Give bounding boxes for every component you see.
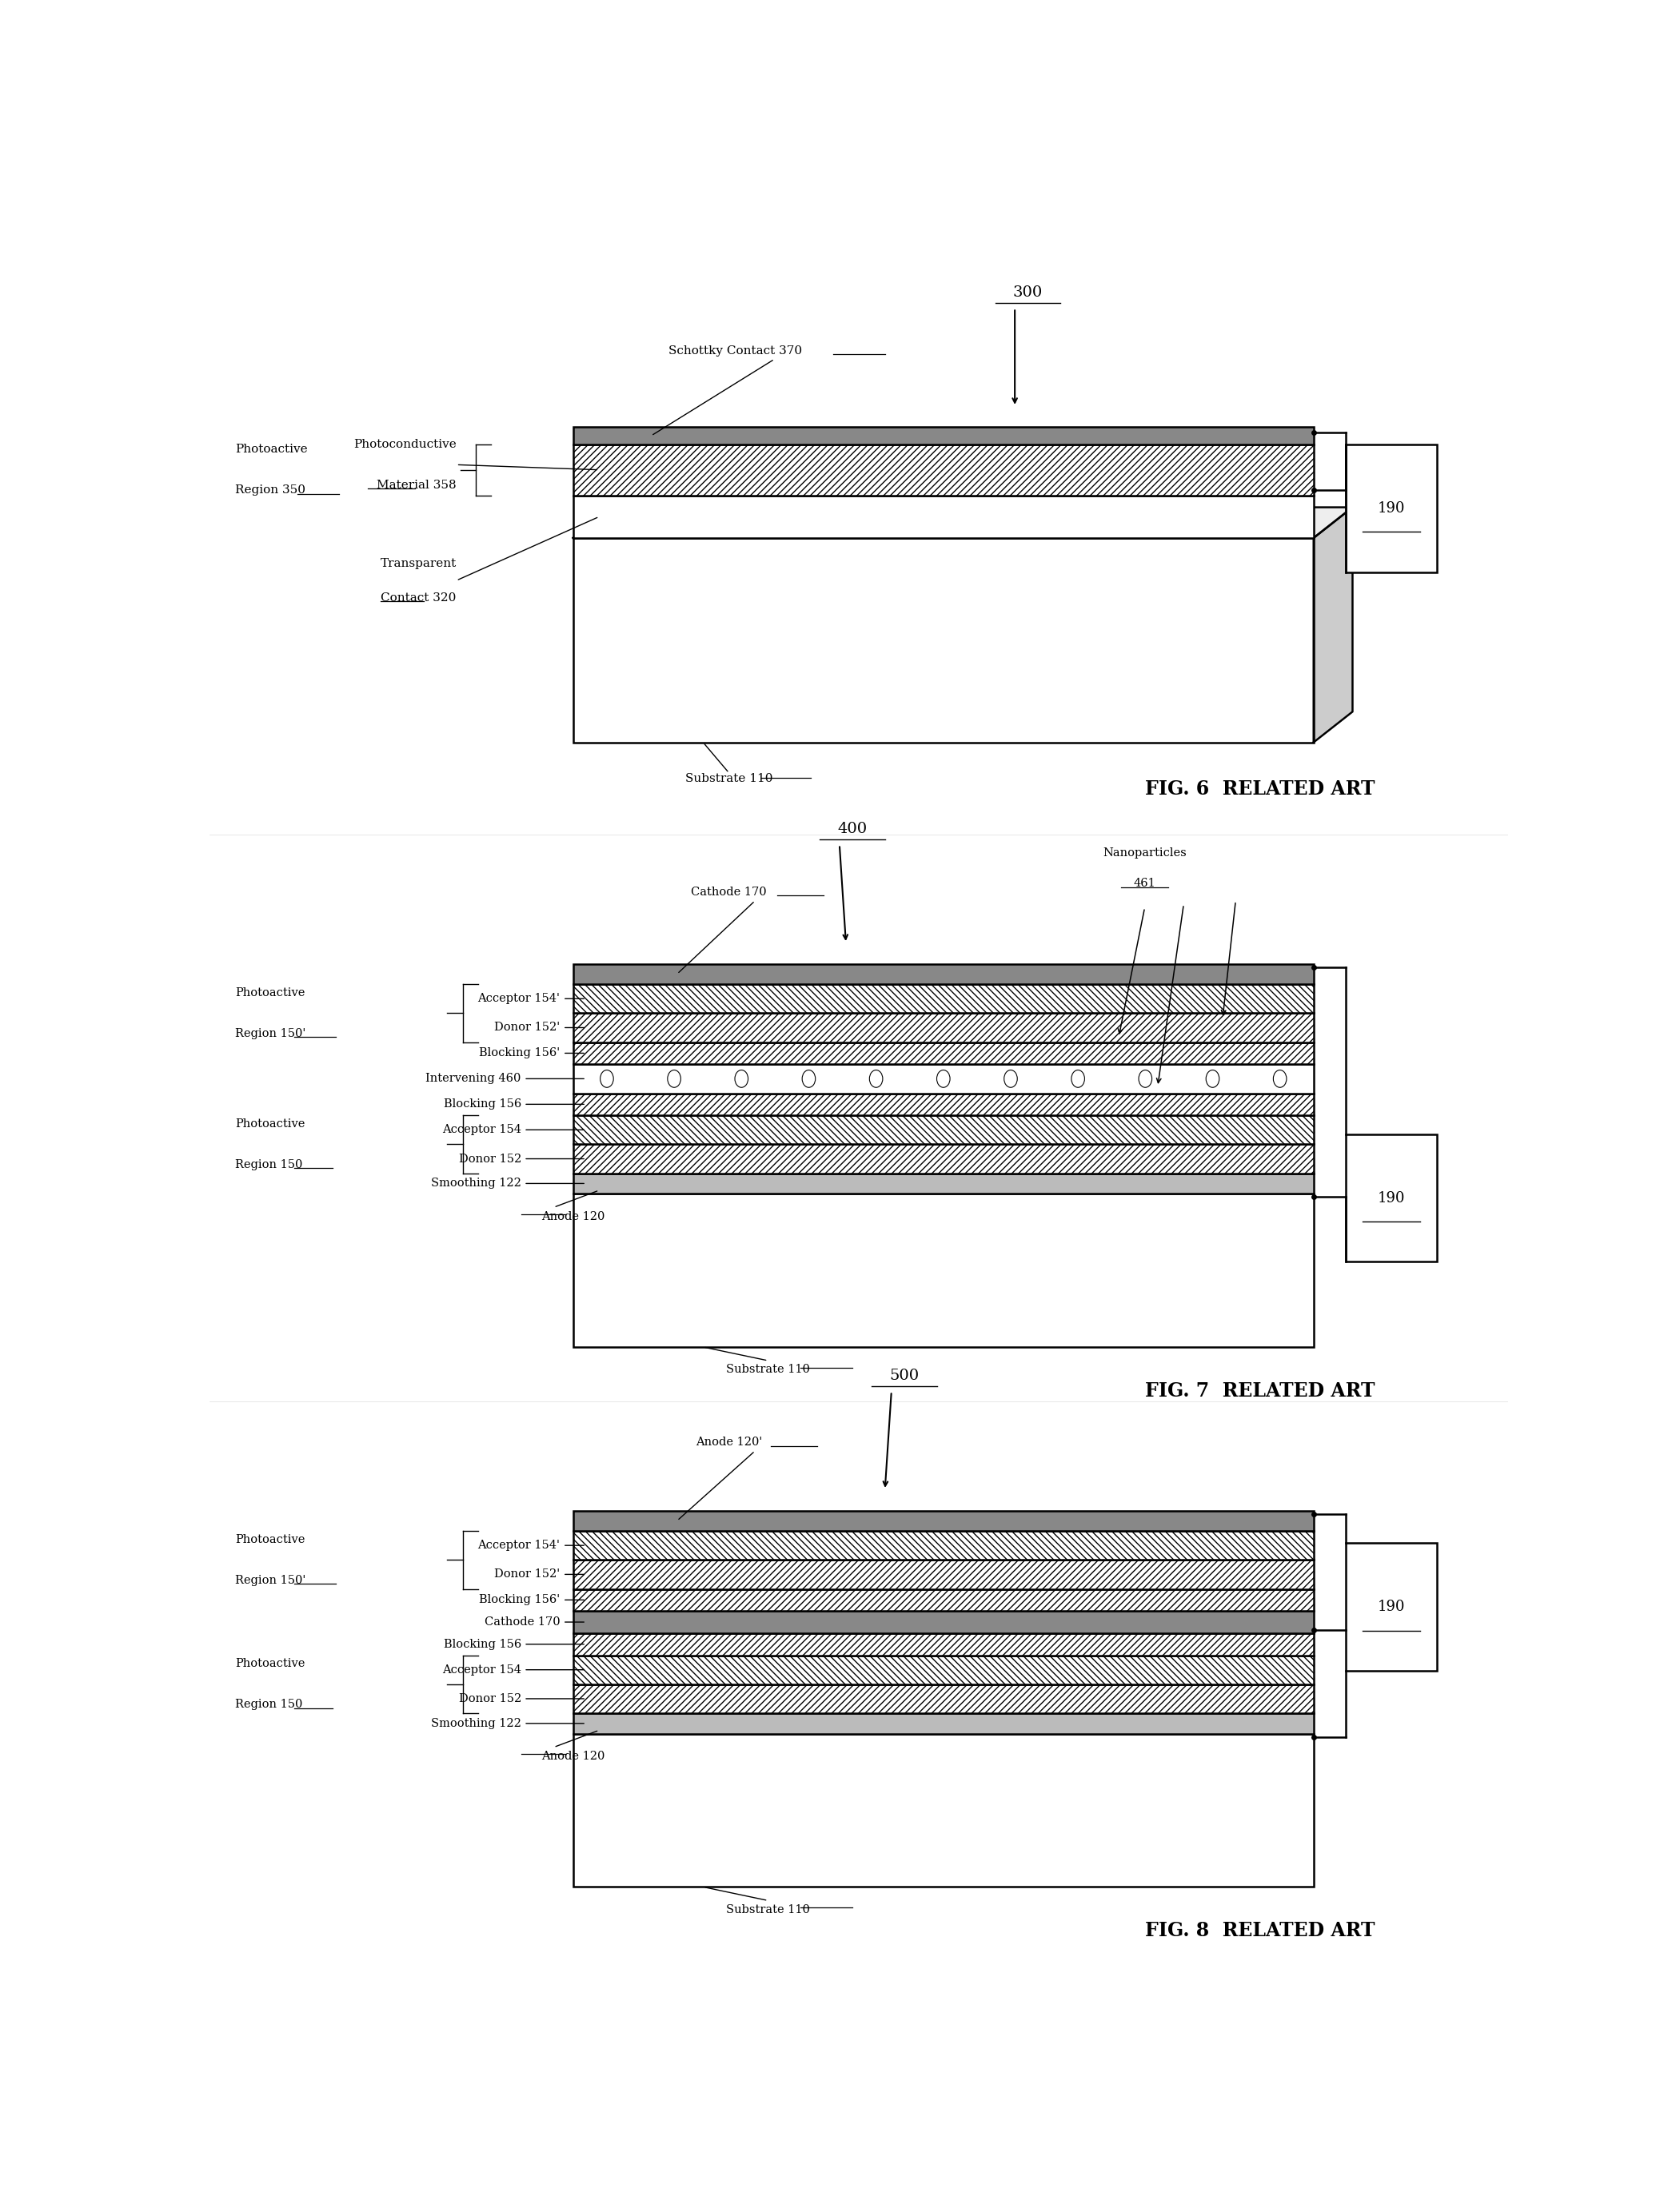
Text: 300: 300 bbox=[1012, 285, 1042, 299]
Text: Anode 120: Anode 120 bbox=[541, 1750, 605, 1761]
Text: Cathode 170: Cathode 170 bbox=[484, 1617, 560, 1628]
Bar bbox=[573, 1531, 1314, 1559]
Bar bbox=[573, 1655, 1314, 1683]
Text: 461: 461 bbox=[1133, 878, 1156, 889]
Circle shape bbox=[870, 1071, 883, 1088]
Bar bbox=[573, 445, 1314, 495]
Text: 190: 190 bbox=[1378, 1190, 1404, 1206]
Text: Acceptor 154': Acceptor 154' bbox=[478, 1540, 560, 1551]
Text: Photoactive: Photoactive bbox=[235, 987, 305, 998]
Text: Blocking 156': Blocking 156' bbox=[479, 1048, 560, 1060]
Text: Nanoparticles: Nanoparticles bbox=[1103, 847, 1187, 858]
Text: Photoactive: Photoactive bbox=[235, 1533, 305, 1544]
Bar bbox=[573, 1144, 1314, 1172]
Circle shape bbox=[734, 1071, 747, 1088]
Text: 190: 190 bbox=[1378, 1599, 1404, 1615]
Bar bbox=[573, 1734, 1314, 1887]
Text: FIG. 8  RELATED ART: FIG. 8 RELATED ART bbox=[1145, 1920, 1374, 1940]
Text: Region 150': Region 150' bbox=[235, 1029, 307, 1040]
Text: Donor 152: Donor 152 bbox=[459, 1692, 521, 1703]
Bar bbox=[1346, 1544, 1436, 1670]
Bar bbox=[573, 1064, 1314, 1093]
Circle shape bbox=[1138, 1071, 1151, 1088]
Text: FIG. 7  RELATED ART: FIG. 7 RELATED ART bbox=[1145, 1380, 1374, 1400]
Text: Region 150': Region 150' bbox=[235, 1575, 307, 1586]
Text: 400: 400 bbox=[838, 821, 866, 836]
Text: Acceptor 154: Acceptor 154 bbox=[442, 1663, 521, 1674]
Text: FIG. 6  RELATED ART: FIG. 6 RELATED ART bbox=[1145, 781, 1374, 799]
Bar bbox=[573, 1588, 1314, 1610]
Text: Material 358: Material 358 bbox=[377, 480, 456, 491]
Bar bbox=[573, 1610, 1314, 1632]
Text: Cathode 170: Cathode 170 bbox=[691, 887, 768, 898]
Text: 190: 190 bbox=[1378, 500, 1404, 515]
Bar bbox=[573, 964, 1314, 984]
Text: 500: 500 bbox=[890, 1369, 918, 1382]
Bar bbox=[573, 1013, 1314, 1042]
Text: Region 150: Region 150 bbox=[235, 1699, 303, 1710]
Bar bbox=[1346, 1135, 1436, 1261]
Bar bbox=[573, 1194, 1314, 1347]
Bar bbox=[573, 1632, 1314, 1655]
Text: Blocking 156: Blocking 156 bbox=[444, 1639, 521, 1650]
Bar bbox=[573, 984, 1314, 1013]
Bar bbox=[573, 1093, 1314, 1115]
Bar bbox=[573, 1714, 1314, 1734]
Circle shape bbox=[937, 1071, 950, 1088]
Text: Photoactive: Photoactive bbox=[235, 1659, 305, 1670]
Polygon shape bbox=[573, 507, 1353, 538]
Text: Substrate 110: Substrate 110 bbox=[726, 1905, 810, 1916]
Text: Donor 152: Donor 152 bbox=[459, 1152, 521, 1164]
Bar bbox=[573, 1172, 1314, 1194]
Bar bbox=[573, 1559, 1314, 1588]
Text: Contact 320: Contact 320 bbox=[380, 593, 456, 604]
Text: Acceptor 154: Acceptor 154 bbox=[442, 1124, 521, 1135]
Bar bbox=[573, 538, 1314, 743]
Text: Intervening 460: Intervening 460 bbox=[426, 1073, 521, 1084]
Bar bbox=[573, 427, 1314, 445]
Text: Anode 120: Anode 120 bbox=[541, 1210, 605, 1221]
Text: Donor 152': Donor 152' bbox=[494, 1568, 560, 1579]
Text: Region 350: Region 350 bbox=[235, 484, 305, 495]
Bar bbox=[573, 495, 1314, 538]
Bar bbox=[1346, 445, 1436, 573]
Polygon shape bbox=[1314, 507, 1353, 743]
Text: Substrate 110: Substrate 110 bbox=[726, 1365, 810, 1376]
Text: Anode 120': Anode 120' bbox=[696, 1438, 763, 1449]
Circle shape bbox=[803, 1071, 816, 1088]
Text: Schottky Contact 370: Schottky Contact 370 bbox=[669, 345, 803, 356]
Circle shape bbox=[1004, 1071, 1017, 1088]
Text: Photoactive: Photoactive bbox=[235, 1119, 305, 1130]
Text: Smoothing 122: Smoothing 122 bbox=[431, 1719, 521, 1730]
Text: Photoconductive: Photoconductive bbox=[354, 438, 456, 449]
Circle shape bbox=[1274, 1071, 1287, 1088]
Bar bbox=[573, 1115, 1314, 1144]
Bar bbox=[573, 1042, 1314, 1064]
Text: Region 150: Region 150 bbox=[235, 1159, 303, 1170]
Bar bbox=[573, 1683, 1314, 1712]
Circle shape bbox=[1071, 1071, 1084, 1088]
Text: Blocking 156: Blocking 156 bbox=[444, 1099, 521, 1110]
Text: Transparent: Transparent bbox=[380, 557, 456, 568]
Text: Photoactive: Photoactive bbox=[235, 445, 308, 456]
Circle shape bbox=[1207, 1071, 1218, 1088]
Circle shape bbox=[667, 1071, 680, 1088]
Text: Substrate 110: Substrate 110 bbox=[685, 772, 773, 785]
Text: Blocking 156': Blocking 156' bbox=[479, 1595, 560, 1606]
Bar bbox=[573, 1511, 1314, 1531]
Text: Smoothing 122: Smoothing 122 bbox=[431, 1179, 521, 1190]
Circle shape bbox=[600, 1071, 613, 1088]
Text: Donor 152': Donor 152' bbox=[494, 1022, 560, 1033]
Text: Acceptor 154': Acceptor 154' bbox=[478, 993, 560, 1004]
